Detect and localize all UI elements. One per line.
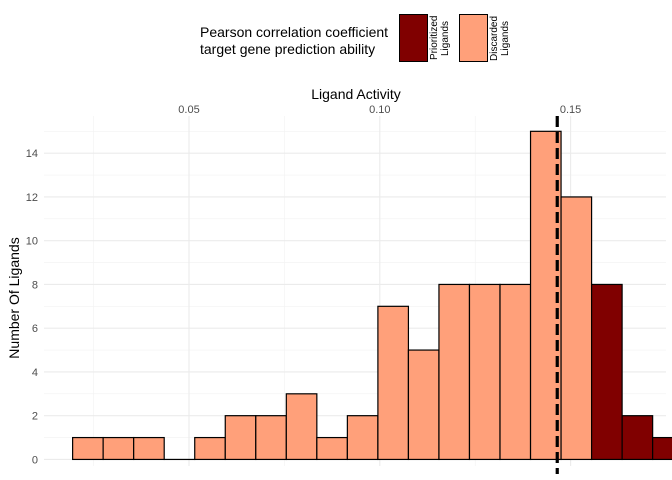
legend-title: Pearson correlation coefficient target g…: [200, 24, 388, 58]
histogram-bar-2: [102, 436, 135, 461]
histogram-bar-11: [377, 305, 410, 461]
histogram-bar-15: [499, 283, 532, 461]
histogram-bar-13: [438, 283, 471, 461]
histogram-bar-18: [590, 283, 623, 461]
y-axis-ticks: 0 2 4 6 8 10 12 14: [26, 148, 38, 466]
legend-key-prioritized: [399, 14, 428, 62]
x-tick-label: 0.05: [178, 104, 199, 116]
x-tick-label: 0.10: [369, 104, 390, 116]
histogram-bar-17: [560, 196, 593, 461]
histogram-bar-8: [285, 393, 318, 461]
legend-key-discarded: [459, 14, 488, 62]
y-tick-label: 4: [32, 367, 38, 379]
x-axis-title: Ligand Activity: [311, 86, 401, 102]
histogram-bar-9: [316, 436, 348, 461]
y-tick-label: 14: [26, 148, 38, 160]
legend-title-line-2: target gene prediction ability: [200, 41, 376, 57]
histogram-bar-12: [407, 349, 440, 461]
histogram-bar-14: [468, 283, 501, 461]
x-axis-ticks: 0.05 0.10 0.15: [178, 104, 581, 116]
y-axis-title: Number Of Ligands: [6, 237, 22, 358]
histogram-bar-3: [133, 436, 165, 461]
histogram-bars: [72, 130, 672, 461]
legend-title-line-1: Pearson correlation coefficient: [200, 24, 389, 40]
x-tick-label: 0.15: [560, 104, 581, 116]
y-tick-label: 2: [32, 411, 38, 423]
y-tick-label: 0: [32, 454, 38, 466]
histogram-bar-6: [224, 415, 257, 461]
histogram-bar-10: [346, 415, 379, 461]
y-tick-label: 12: [26, 192, 38, 204]
histogram-bar-5: [194, 436, 226, 461]
histogram-bar-19: [621, 415, 654, 461]
histogram-bar-1: [72, 436, 104, 461]
y-tick-label: 6: [32, 323, 38, 335]
y-tick-label: 8: [32, 279, 38, 291]
y-tick-label: 10: [26, 236, 38, 248]
histogram-bar-20: [652, 436, 672, 461]
histogram-bar-7: [255, 415, 287, 461]
